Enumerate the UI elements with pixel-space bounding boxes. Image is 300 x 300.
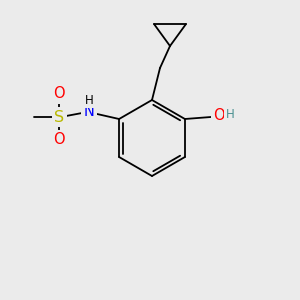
- Text: H: H: [85, 94, 94, 106]
- Text: O: O: [213, 109, 225, 124]
- Text: S: S: [54, 110, 64, 124]
- Text: O: O: [53, 86, 65, 101]
- Text: N: N: [84, 103, 94, 118]
- Text: O: O: [53, 133, 65, 148]
- Text: H: H: [226, 107, 234, 121]
